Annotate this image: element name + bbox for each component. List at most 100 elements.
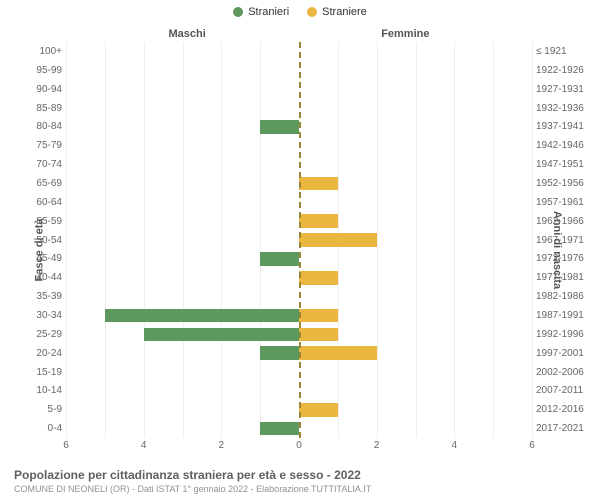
birth-year-label: 2017-2021 <box>536 423 590 434</box>
x-tick-label: 6 <box>63 440 69 451</box>
bar-male <box>260 422 299 436</box>
swatch-male-icon <box>233 7 243 17</box>
bar-male <box>144 328 299 342</box>
x-tick-label: 6 <box>529 440 535 451</box>
birth-year-label: 1992-1996 <box>536 329 590 340</box>
bar-cell-female <box>299 381 532 400</box>
x-tick-label: 0 <box>296 440 302 451</box>
bar-female <box>299 233 377 247</box>
bar-cell-female <box>299 174 532 193</box>
bar-male <box>260 252 299 266</box>
bar-cell-male <box>66 80 299 99</box>
bar-cell-male <box>66 193 299 212</box>
bar-cell-male <box>66 174 299 193</box>
bar-cell-male <box>66 99 299 118</box>
age-label: 45-49 <box>18 253 62 264</box>
age-label: 85-89 <box>18 103 62 114</box>
section-label-male: Maschi <box>169 28 206 40</box>
age-label: 75-79 <box>18 140 62 151</box>
age-label: 5-9 <box>18 404 62 415</box>
bar-cell-female <box>299 42 532 61</box>
x-tick-label: 4 <box>452 440 458 451</box>
age-label: 70-74 <box>18 159 62 170</box>
age-label: 30-34 <box>18 310 62 321</box>
age-label: 35-39 <box>18 291 62 302</box>
age-label: 90-94 <box>18 84 62 95</box>
bar-female <box>299 214 338 228</box>
age-label: 15-19 <box>18 367 62 378</box>
birth-year-label: 1962-1966 <box>536 216 590 227</box>
bar-cell-female <box>299 325 532 344</box>
age-label: 25-29 <box>18 329 62 340</box>
swatch-female-icon <box>307 7 317 17</box>
legend: Stranieri Straniere <box>0 0 600 18</box>
bar-male <box>260 346 299 360</box>
bar-cell-female <box>299 419 532 438</box>
bar-cell-female <box>299 268 532 287</box>
birth-year-label: 1932-1936 <box>536 103 590 114</box>
bar-cell-male <box>66 136 299 155</box>
bar-female <box>299 271 338 285</box>
birth-year-label: 2002-2006 <box>536 367 590 378</box>
bar-cell-male <box>66 249 299 268</box>
age-label: 40-44 <box>18 272 62 283</box>
bar-cell-male <box>66 61 299 80</box>
bar-cell-male <box>66 231 299 250</box>
bar-male <box>105 309 299 323</box>
birth-year-label: 1922-1926 <box>536 65 590 76</box>
bar-cell-male <box>66 381 299 400</box>
center-axis-line <box>299 42 301 438</box>
birth-year-label: 1957-1961 <box>536 197 590 208</box>
bar-female <box>299 346 377 360</box>
birth-year-label: 1987-1991 <box>536 310 590 321</box>
bar-cell-female <box>299 155 532 174</box>
bar-cell-female <box>299 99 532 118</box>
bar-female <box>299 309 338 323</box>
birth-year-label: 1952-1956 <box>536 178 590 189</box>
bar-cell-male <box>66 400 299 419</box>
bar-male <box>260 120 299 134</box>
age-label: 20-24 <box>18 348 62 359</box>
bar-cell-female <box>299 249 532 268</box>
age-label: 50-54 <box>18 235 62 246</box>
bar-cell-male <box>66 268 299 287</box>
birth-year-label: 1982-1986 <box>536 291 590 302</box>
bar-cell-male <box>66 212 299 231</box>
legend-label-female: Straniere <box>322 6 367 18</box>
x-tick-label: 2 <box>374 440 380 451</box>
bar-cell-male <box>66 363 299 382</box>
bar-cell-male <box>66 42 299 61</box>
bar-cell-female <box>299 193 532 212</box>
age-label: 0-4 <box>18 423 62 434</box>
birth-year-label: 1947-1951 <box>536 159 590 170</box>
birth-year-label: 1977-1981 <box>536 272 590 283</box>
age-label: 60-64 <box>18 197 62 208</box>
footer-subtitle: COMUNE DI NEONELI (OR) - Dati ISTAT 1° g… <box>14 484 586 494</box>
bar-cell-male <box>66 419 299 438</box>
birth-year-label: 1942-1946 <box>536 140 590 151</box>
bar-cell-female <box>299 136 532 155</box>
chart-plot-area: Maschi Femmine 100+≤ 192195-991922-19269… <box>66 42 532 438</box>
bar-cell-female <box>299 212 532 231</box>
age-label: 65-69 <box>18 178 62 189</box>
age-label: 10-14 <box>18 385 62 396</box>
bar-female <box>299 328 338 342</box>
chart-container: Stranieri Straniere Fasce di età Anni di… <box>0 0 600 500</box>
bar-cell-female <box>299 287 532 306</box>
birth-year-label: 2012-2016 <box>536 404 590 415</box>
age-label: 80-84 <box>18 121 62 132</box>
age-label: 55-59 <box>18 216 62 227</box>
legend-label-male: Stranieri <box>248 6 289 18</box>
bar-cell-male <box>66 287 299 306</box>
section-label-female: Femmine <box>381 28 429 40</box>
bar-cell-male <box>66 306 299 325</box>
legend-item-female: Straniere <box>307 6 367 18</box>
birth-year-label: 1967-1971 <box>536 235 590 246</box>
birth-year-label: 1997-2001 <box>536 348 590 359</box>
bar-cell-male <box>66 325 299 344</box>
x-tick-label: 2 <box>219 440 225 451</box>
bar-cell-female <box>299 61 532 80</box>
bar-female <box>299 403 338 417</box>
x-axis-ticks: 6420246 <box>66 440 532 454</box>
birth-year-label: 1927-1931 <box>536 84 590 95</box>
